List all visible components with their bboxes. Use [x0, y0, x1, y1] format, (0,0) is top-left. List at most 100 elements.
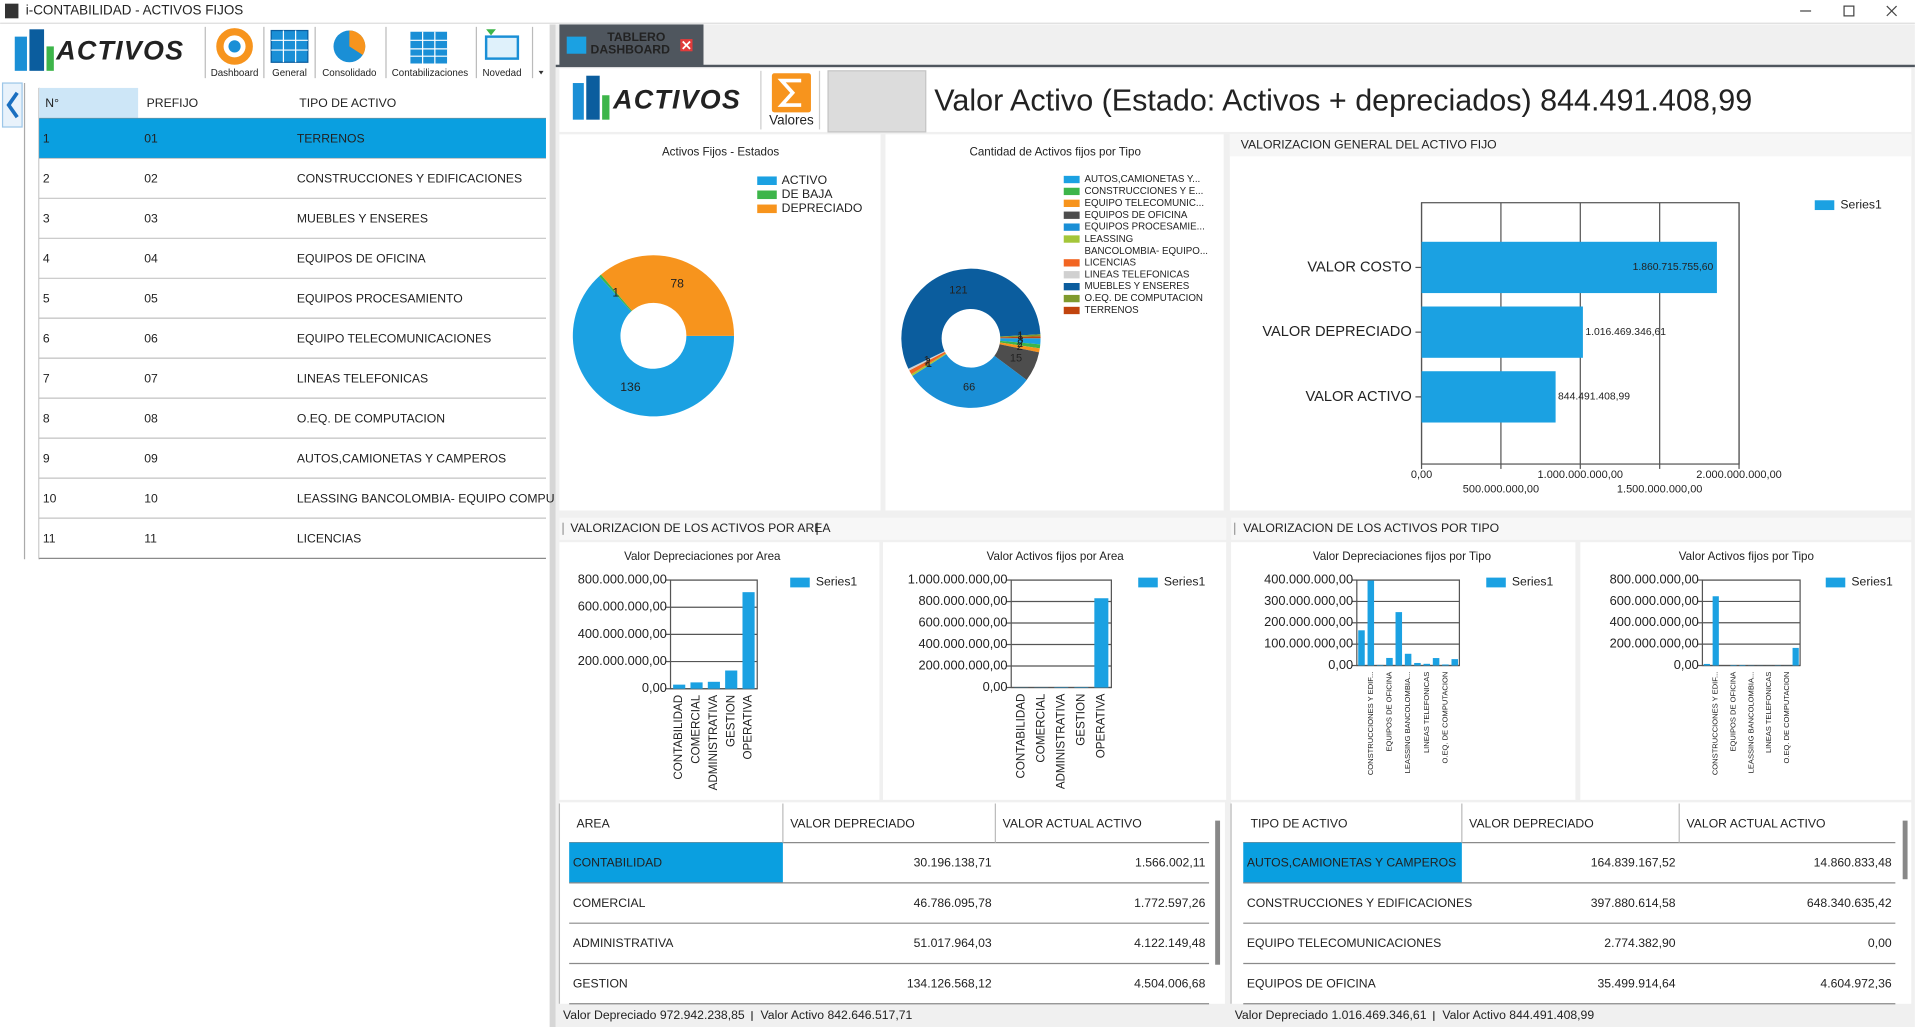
table-cell: 10 — [43, 491, 57, 505]
table-row[interactable] — [39, 478, 546, 519]
table-cell: 164.839.167,52 — [1591, 856, 1676, 870]
donut-segment — [912, 354, 1027, 408]
table-row[interactable] — [39, 158, 546, 199]
legend-swatch — [1814, 200, 1835, 211]
footer-text: Valor Depreciado 1.016.469.346,61 — [1235, 1008, 1427, 1022]
contabilizaciones-icon[interactable] — [410, 31, 448, 64]
table-cell: 51.017.964,03 — [914, 936, 992, 950]
y-tick-label: 400.000.000,00 — [1264, 571, 1353, 586]
data-label: 1.016.469.346,61 — [1585, 327, 1666, 338]
donut-segment — [1000, 334, 1041, 338]
table-cell: TERRENOS — [297, 131, 365, 145]
legend-label: TERRENOS — [1085, 305, 1140, 316]
x-tick-label: EQUIPOS DE OFICINA — [1728, 671, 1737, 752]
footer-text: Valor Activo 844.491.408,99 — [1442, 1008, 1594, 1022]
x-tick-label: OPERATIVA — [742, 695, 755, 760]
table-cell: 397.880.614,58 — [1591, 896, 1676, 910]
chart-title: VALORIZACION GENERAL DEL ACTIVO FIJO — [1241, 138, 1497, 152]
scrollbar-thumb[interactable] — [1215, 820, 1221, 965]
dashboard-icon[interactable] — [216, 28, 253, 65]
chart-title: Activos Fijos - Estados — [662, 146, 779, 159]
data-label: 15 — [1010, 353, 1022, 365]
novedad-icon[interactable] — [484, 35, 520, 60]
y-tick-label: 600.000.000,00 — [1610, 593, 1699, 608]
y-tick-label: VALOR COSTO — [1307, 259, 1411, 275]
general-icon[interactable] — [270, 29, 309, 63]
splitter[interactable] — [549, 24, 556, 1027]
close[interactable] — [1886, 5, 1898, 17]
table-row[interactable] — [39, 278, 546, 319]
data-label: 1.860.715.755,60 — [1633, 262, 1714, 273]
data-label: 1 — [924, 354, 930, 366]
table-row[interactable] — [39, 198, 546, 239]
y-tick-label: 0,00 — [642, 680, 667, 695]
toolbar-button[interactable]: General — [272, 68, 307, 79]
x-tick-label: CONTABILIDAD — [1014, 694, 1027, 779]
table-cell: 09 — [144, 451, 158, 465]
column-header: PREFIJO — [147, 96, 199, 110]
donut-segment — [909, 351, 946, 375]
legend-swatch — [1063, 271, 1080, 279]
restore[interactable] — [1843, 5, 1855, 17]
logo-block — [572, 83, 584, 120]
toolbar-button[interactable]: Consolidado — [322, 68, 377, 79]
selected-cell[interactable] — [569, 842, 783, 883]
legend-swatch — [1138, 577, 1158, 588]
table-row[interactable] — [39, 358, 546, 399]
x-tick-label: 1.500.000.000,00 — [1617, 484, 1703, 496]
table-row[interactable] — [39, 398, 546, 439]
valores-sigma — [777, 78, 802, 107]
bar — [1442, 664, 1449, 666]
collapse-button[interactable] — [1, 82, 23, 128]
toolbar-button[interactable]: Dashboard — [211, 68, 259, 79]
column-header: TIPO DE ACTIVO — [299, 96, 396, 110]
table-row[interactable] — [39, 238, 546, 279]
legend-label: EQUIPO TELECOMUNIC... — [1085, 198, 1205, 209]
table-cell: 1.772.597,26 — [1134, 896, 1205, 910]
window-controls[interactable] — [1800, 5, 1898, 17]
x-tick-label: LINEAS TELEFONICAS — [1764, 672, 1773, 753]
table-panel — [1231, 802, 1912, 1004]
table-cell: 7 — [43, 371, 50, 385]
app-icon — [4, 3, 19, 19]
legend-label: DE BAJA — [782, 187, 834, 201]
y-tick-label: VALOR DEPRECIADO — [1262, 324, 1411, 340]
table-row[interactable] — [39, 318, 546, 359]
bar — [1421, 241, 1717, 294]
legend-swatch — [1063, 306, 1080, 315]
y-tick-label: 0,00 — [1328, 657, 1353, 672]
toolbar-button[interactable]: Contabilizaciones — [392, 68, 469, 79]
table-cell: 4 — [43, 251, 50, 265]
legend-label: CONSTRUCCIONES Y E... — [1085, 186, 1204, 197]
valores-button[interactable]: Valores — [769, 112, 814, 127]
legend-swatch — [1063, 294, 1080, 303]
legend-label: EQUIPOS PROCESAMIE... — [1085, 222, 1205, 233]
data-label: 1 — [926, 358, 932, 370]
data-label: 1 — [1017, 331, 1023, 343]
bar — [1358, 630, 1365, 666]
y-tick-label: 800.000.000,00 — [578, 571, 667, 586]
toolbar-overflow[interactable] — [538, 70, 544, 75]
column-header: AREA — [576, 817, 610, 831]
table-cell: 30.196.138,71 — [914, 856, 992, 870]
y-tick-label: 100.000.000,00 — [1264, 636, 1353, 651]
table-cell: 03 — [144, 211, 158, 225]
table-row[interactable] — [39, 438, 546, 479]
x-tick-label: CONSTRUCCIONES Y EDIF... — [1711, 672, 1720, 776]
selected-cell[interactable] — [1243, 842, 1462, 883]
panel — [883, 542, 1227, 800]
legend-swatch — [757, 176, 777, 186]
table-row[interactable] — [39, 118, 546, 159]
x-tick-label: COMERCIAL — [690, 694, 703, 763]
dashboard-icon[interactable] — [228, 40, 241, 53]
column-header: VALOR ACTUAL ACTIVO — [1003, 817, 1142, 831]
scrollbar-thumb[interactable] — [1902, 820, 1908, 880]
donut-segment — [1000, 338, 1041, 345]
toolbar-button[interactable]: Novedad — [482, 68, 521, 79]
bar — [1367, 580, 1375, 666]
y-tick-label: 200.000.000,00 — [1610, 636, 1699, 651]
footer-text: Valor Activo 842.646.517,71 — [761, 1008, 913, 1022]
table-row[interactable] — [39, 518, 546, 559]
collapse-chevron — [6, 91, 19, 119]
